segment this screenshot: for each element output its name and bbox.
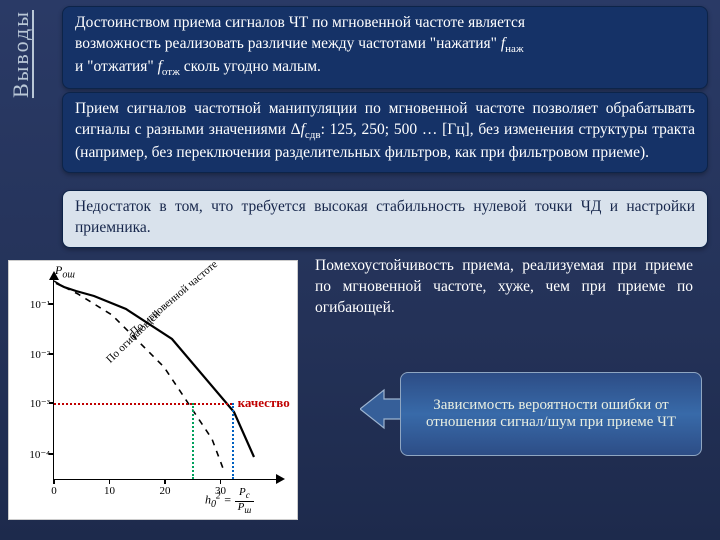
plot-area: По мгновенной частоте По огибающей качес… (53, 279, 276, 480)
text: Достоинством приема сигналов ЧТ по мгнов… (75, 14, 525, 31)
flexibility-box: Прием сигналов частотной манипуляции по … (62, 92, 708, 173)
text: Недостаток в том, что требуется высокая … (75, 198, 695, 236)
subscript: с (246, 490, 250, 500)
equals: = (224, 493, 235, 507)
advantage-box: Достоинством приема сигналов ЧТ по мгнов… (62, 6, 708, 89)
noise-immunity-note: Помехоустойчивость приема, реализуемая п… (305, 252, 703, 323)
superscript: 2 (216, 491, 221, 501)
symbol: P (239, 486, 246, 498)
chart-callout: Зависимость вероятности ошибки от отноше… (360, 372, 680, 446)
subscript: отж (162, 66, 180, 78)
text: и "отжатия" (75, 58, 158, 75)
sidebar-title: Выводы (8, 10, 34, 98)
text: возможность реализовать различие между ч… (75, 35, 501, 52)
text: сколь угодно малым. (180, 58, 321, 75)
x-axis-title: h02 = Pс Pш (205, 487, 254, 515)
quality-vertical-line-1 (192, 403, 194, 479)
callout-label: Зависимость вероятности ошибки от отноше… (400, 372, 702, 456)
x-tick-label: 0 (51, 485, 57, 497)
x-tick-label: 20 (160, 485, 171, 497)
x-tick-label: 10 (104, 485, 115, 497)
y-tick-label: 10⁻² (16, 348, 50, 361)
y-tick-label: 10⁻³ (16, 397, 50, 410)
y-tick-label: 10⁻¹ (16, 298, 50, 311)
error-probability-chart: Pош По мгновенной частоте По огибающей к… (8, 260, 298, 520)
quality-label: качество (238, 395, 290, 411)
subscript: сдв (305, 129, 321, 141)
subscript: наж (505, 43, 523, 55)
quality-vertical-line-2 (232, 403, 234, 479)
text: Помехоустойчивость приема, реализуемая п… (315, 257, 693, 316)
drawback-box: Недостаток в том, что требуется высокая … (62, 190, 708, 248)
subscript: ш (244, 505, 251, 515)
y-tick-label: 10⁻⁴ (16, 448, 50, 461)
quality-horizontal-line (54, 403, 232, 405)
